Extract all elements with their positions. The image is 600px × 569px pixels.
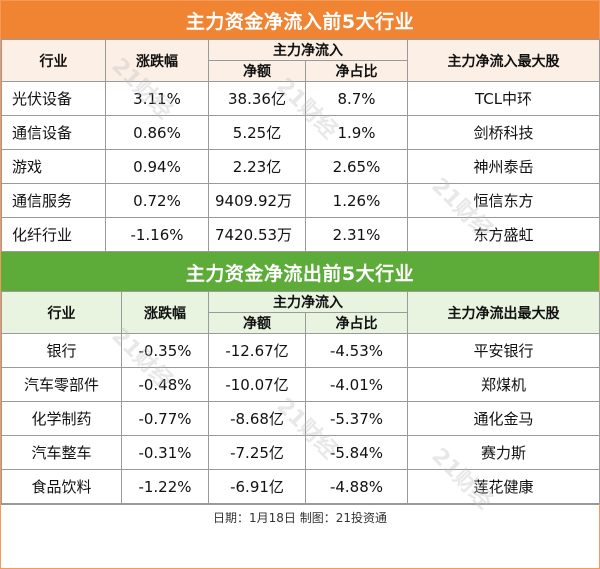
net-ratio-cell: -4.01%: [305, 367, 408, 402]
header-net-ratio: 净占比: [305, 312, 408, 334]
industry-cell: 化学制药: [1, 401, 122, 436]
table-row: 银行 -0.35% -12.67亿 -4.53% 平安银行: [1, 333, 600, 368]
industry-cell: 游戏: [1, 149, 106, 184]
net-amount-cell: -8.68亿: [208, 401, 306, 436]
top-stock-cell: 莲花健康: [407, 469, 600, 504]
net-amount-cell: 38.36亿: [208, 81, 306, 116]
top-stock-cell: TCL中环: [407, 81, 600, 116]
industry-cell: 食品饮料: [1, 469, 122, 504]
net-amount-cell: 5.25亿: [208, 115, 306, 150]
top-stock-cell: 东方盛虹: [407, 217, 600, 252]
header-industry: 行业: [1, 39, 106, 82]
industry-cell: 通信服务: [1, 183, 106, 218]
industry-cell: 化纤行业: [1, 217, 106, 252]
inflow-table: 行业 涨跌幅 主力净流入 主力净流入最大股 净额 净占比 光伏设备 3.11% …: [1, 39, 600, 252]
industry-cell: 通信设备: [1, 115, 106, 150]
header-net-ratio: 净占比: [305, 60, 408, 82]
net-amount-cell: 2.23亿: [208, 149, 306, 184]
table-row: 光伏设备 3.11% 38.36亿 8.7% TCL中环: [1, 81, 600, 116]
net-ratio-cell: -5.37%: [305, 401, 408, 436]
header-change: 涨跌幅: [121, 291, 209, 334]
net-amount-cell: -12.67亿: [208, 333, 306, 368]
industry-cell: 银行: [1, 333, 122, 368]
change-cell: -0.35%: [121, 333, 209, 368]
header-net-amount: 净额: [208, 312, 306, 334]
change-cell: -1.22%: [121, 469, 209, 504]
net-ratio-cell: 1.9%: [305, 115, 408, 150]
industry-cell: 汽车整车: [1, 435, 122, 470]
header-industry: 行业: [1, 291, 122, 334]
net-ratio-cell: 2.31%: [305, 217, 408, 252]
net-ratio-cell: 1.26%: [305, 183, 408, 218]
change-cell: 0.72%: [105, 183, 209, 218]
top-stock-cell: 郑煤机: [407, 367, 600, 402]
top-stock-cell: 通化金马: [407, 401, 600, 436]
net-ratio-cell: -4.88%: [305, 469, 408, 504]
net-amount-cell: 7420.53万: [208, 217, 306, 252]
header-main-net: 主力净流入: [208, 39, 408, 61]
top-stock-cell: 恒信东方: [407, 183, 600, 218]
change-cell: -0.31%: [121, 435, 209, 470]
header-top-stock: 主力净流入最大股: [407, 39, 600, 82]
net-amount-cell: -7.25亿: [208, 435, 306, 470]
net-ratio-cell: 2.65%: [305, 149, 408, 184]
outflow-title: 主力资金净流出前5大行业: [1, 252, 599, 291]
top-stock-cell: 平安银行: [407, 333, 600, 368]
top-stock-cell: 赛力斯: [407, 435, 600, 470]
table-row: 通信设备 0.86% 5.25亿 1.9% 剑桥科技: [1, 115, 600, 150]
industry-cell: 光伏设备: [1, 81, 106, 116]
net-amount-cell: -10.07亿: [208, 367, 306, 402]
header-change: 涨跌幅: [105, 39, 209, 82]
footer-caption: 日期：1月18日 制图：21投资通: [1, 504, 599, 529]
outflow-table: 行业 涨跌幅 主力净流入 主力净流出最大股 净额 净占比 银行 -0.35% -…: [1, 291, 600, 504]
top-stock-cell: 剑桥科技: [407, 115, 600, 150]
net-amount-cell: -6.91亿: [208, 469, 306, 504]
industry-cell: 汽车零部件: [1, 367, 122, 402]
table-row: 游戏 0.94% 2.23亿 2.65% 神州泰岳: [1, 149, 600, 184]
change-cell: -0.77%: [121, 401, 209, 436]
top-stock-cell: 神州泰岳: [407, 149, 600, 184]
table-row: 化纤行业 -1.16% 7420.53万 2.31% 东方盛虹: [1, 217, 600, 252]
change-cell: 0.94%: [105, 149, 209, 184]
change-cell: 0.86%: [105, 115, 209, 150]
change-cell: 3.11%: [105, 81, 209, 116]
change-cell: -0.48%: [121, 367, 209, 402]
net-ratio-cell: -5.84%: [305, 435, 408, 470]
table-row: 汽车零部件 -0.48% -10.07亿 -4.01% 郑煤机: [1, 367, 600, 402]
header-net-amount: 净额: [208, 60, 306, 82]
header-main-net: 主力净流入: [208, 291, 408, 313]
change-cell: -1.16%: [105, 217, 209, 252]
net-amount-cell: 9409.92万: [208, 183, 306, 218]
table-row: 通信服务 0.72% 9409.92万 1.26% 恒信东方: [1, 183, 600, 218]
table-row: 食品饮料 -1.22% -6.91亿 -4.88% 莲花健康: [1, 469, 600, 504]
header-top-stock: 主力净流出最大股: [407, 291, 600, 334]
net-ratio-cell: -4.53%: [305, 333, 408, 368]
table-row: 汽车整车 -0.31% -7.25亿 -5.84% 赛力斯: [1, 435, 600, 470]
table-row: 化学制药 -0.77% -8.68亿 -5.37% 通化金马: [1, 401, 600, 436]
inflow-title: 主力资金净流入前5大行业: [1, 1, 599, 39]
net-ratio-cell: 8.7%: [305, 81, 408, 116]
